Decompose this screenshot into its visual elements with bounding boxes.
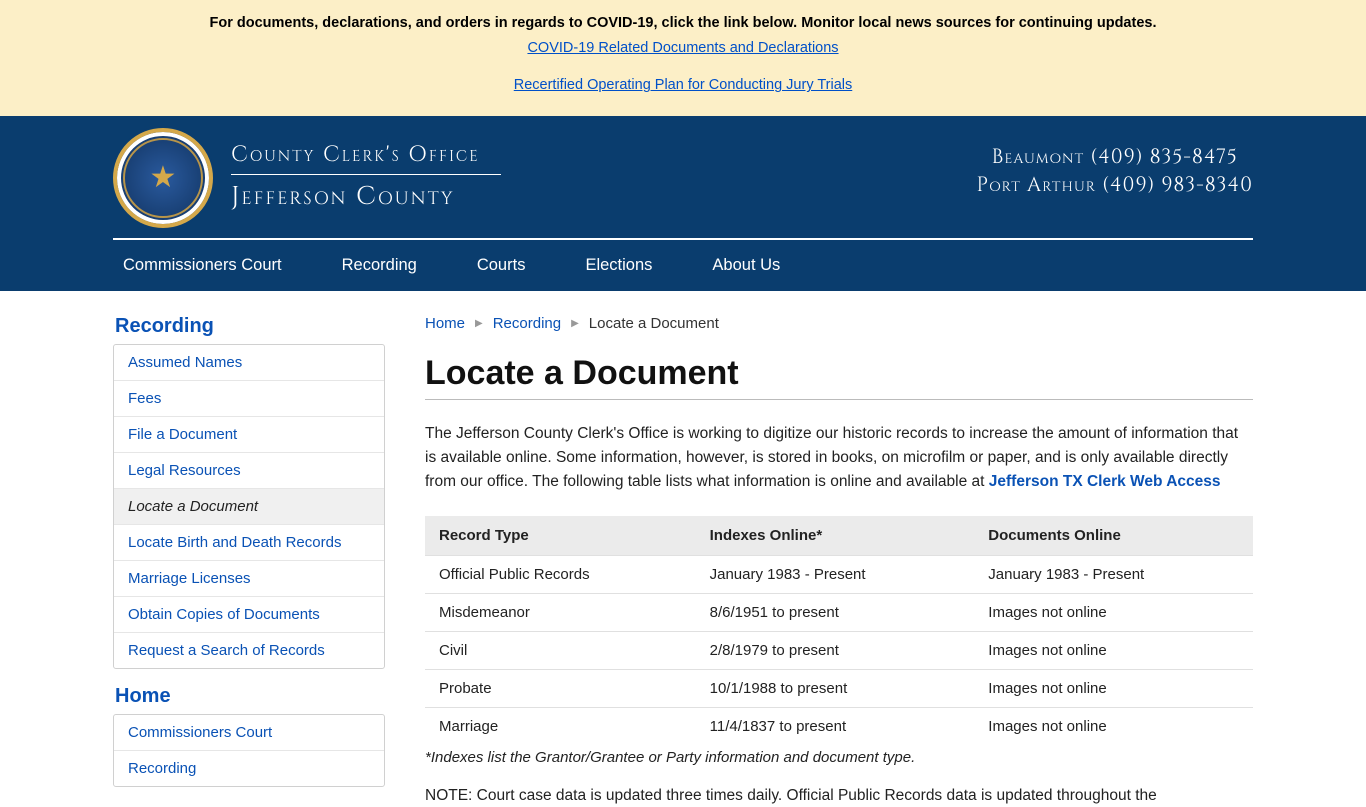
breadcrumb-home[interactable]: Home <box>425 315 465 332</box>
sidebar-item-home-commissioners[interactable]: Commissioners Court <box>114 715 384 750</box>
cell: Images not online <box>974 669 1253 707</box>
title-line1: County Clerk's Office <box>231 141 501 170</box>
cell: Misdemeanor <box>425 593 696 631</box>
site-title: County Clerk's Office Jefferson County <box>231 141 501 214</box>
contact-beaumont: Beaumont (409) 835-8475 <box>977 144 1254 172</box>
table-footnote: *Indexes list the Grantor/Grantee or Par… <box>425 749 1253 766</box>
title-divider <box>231 174 501 175</box>
sidebar-title-home: Home <box>115 685 385 708</box>
cell: January 1983 - Present <box>696 555 975 593</box>
cell: 8/6/1951 to present <box>696 593 975 631</box>
sidebar-list-recording: Assumed Names Fees File a Document Legal… <box>113 344 385 669</box>
cell: 11/4/1837 to present <box>696 707 975 745</box>
sidebar-item-marriage[interactable]: Marriage Licenses <box>114 560 384 596</box>
breadcrumb: Home ▶ Recording ▶ Locate a Document <box>425 315 1253 332</box>
nav-about[interactable]: About Us <box>712 252 780 279</box>
breadcrumb-current: Locate a Document <box>589 315 719 332</box>
sidebar-list-home: Commissioners Court Recording <box>113 714 385 787</box>
sidebar-item-fees[interactable]: Fees <box>114 380 384 416</box>
table-row: Misdemeanor 8/6/1951 to present Images n… <box>425 593 1253 631</box>
sidebar-item-request-search[interactable]: Request a Search of Records <box>114 632 384 668</box>
covid-banner: For documents, declarations, and orders … <box>0 0 1366 116</box>
sidebar-item-birth-death[interactable]: Locate Birth and Death Records <box>114 524 384 560</box>
sidebar-item-legal-resources[interactable]: Legal Resources <box>114 452 384 488</box>
nav-commissioners[interactable]: Commissioners Court <box>123 252 282 279</box>
cell: 2/8/1979 to present <box>696 631 975 669</box>
table-row: Official Public Records January 1983 - P… <box>425 555 1253 593</box>
cell: Official Public Records <box>425 555 696 593</box>
site-header: ★ County Clerk's Office Jefferson County… <box>0 116 1366 291</box>
cell: 10/1/1988 to present <box>696 669 975 707</box>
table-row: Marriage 11/4/1837 to present Images not… <box>425 707 1253 745</box>
table-row: Probate 10/1/1988 to present Images not … <box>425 669 1253 707</box>
cell: Civil <box>425 631 696 669</box>
main-nav: Commissioners Court Recording Courts Ele… <box>113 240 1253 291</box>
col-documents-online: Documents Online <box>974 516 1253 556</box>
cell: Images not online <box>974 631 1253 669</box>
nav-recording[interactable]: Recording <box>342 252 417 279</box>
page-title: Locate a Document <box>425 354 1253 400</box>
cell: Probate <box>425 669 696 707</box>
intro-paragraph: The Jefferson County Clerk's Office is w… <box>425 422 1253 494</box>
county-seal-icon: ★ <box>113 128 213 228</box>
banner-link-covid[interactable]: COVID-19 Related Documents and Declarati… <box>527 40 838 56</box>
title-line2: Jefferson County <box>231 179 501 214</box>
sidebar-item-locate-document[interactable]: Locate a Document <box>114 488 384 524</box>
col-indexes-online: Indexes Online* <box>696 516 975 556</box>
nav-courts[interactable]: Courts <box>477 252 526 279</box>
records-table: Record Type Indexes Online* Documents On… <box>425 516 1253 745</box>
cell: Images not online <box>974 707 1253 745</box>
cell: January 1983 - Present <box>974 555 1253 593</box>
nav-elections[interactable]: Elections <box>585 252 652 279</box>
banner-text: For documents, declarations, and orders … <box>210 15 1157 31</box>
main-content: Home ▶ Recording ▶ Locate a Document Loc… <box>425 315 1253 807</box>
sidebar-item-obtain-copies[interactable]: Obtain Copies of Documents <box>114 596 384 632</box>
col-record-type: Record Type <box>425 516 696 556</box>
sidebar-item-file-document[interactable]: File a Document <box>114 416 384 452</box>
breadcrumb-recording[interactable]: Recording <box>493 315 561 332</box>
note-text: NOTE: Court case data is updated three t… <box>425 784 1253 807</box>
chevron-right-icon: ▶ <box>475 318 483 329</box>
sidebar-title-recording: Recording <box>115 315 385 338</box>
cell: Marriage <box>425 707 696 745</box>
contact-info: Beaumont (409) 835-8475 Port Arthur (409… <box>977 144 1254 200</box>
banner-link-jury[interactable]: Recertified Operating Plan for Conductin… <box>514 77 853 93</box>
table-row: Civil 2/8/1979 to present Images not onl… <box>425 631 1253 669</box>
sidebar: Recording Assumed Names Fees File a Docu… <box>113 315 385 807</box>
contact-portarthur: Port Arthur (409) 983-8340 <box>977 172 1254 200</box>
cell: Images not online <box>974 593 1253 631</box>
star-icon: ★ <box>150 160 177 195</box>
sidebar-item-assumed-names[interactable]: Assumed Names <box>114 345 384 380</box>
chevron-right-icon: ▶ <box>571 318 579 329</box>
web-access-link[interactable]: Jefferson TX Clerk Web Access <box>989 473 1221 490</box>
